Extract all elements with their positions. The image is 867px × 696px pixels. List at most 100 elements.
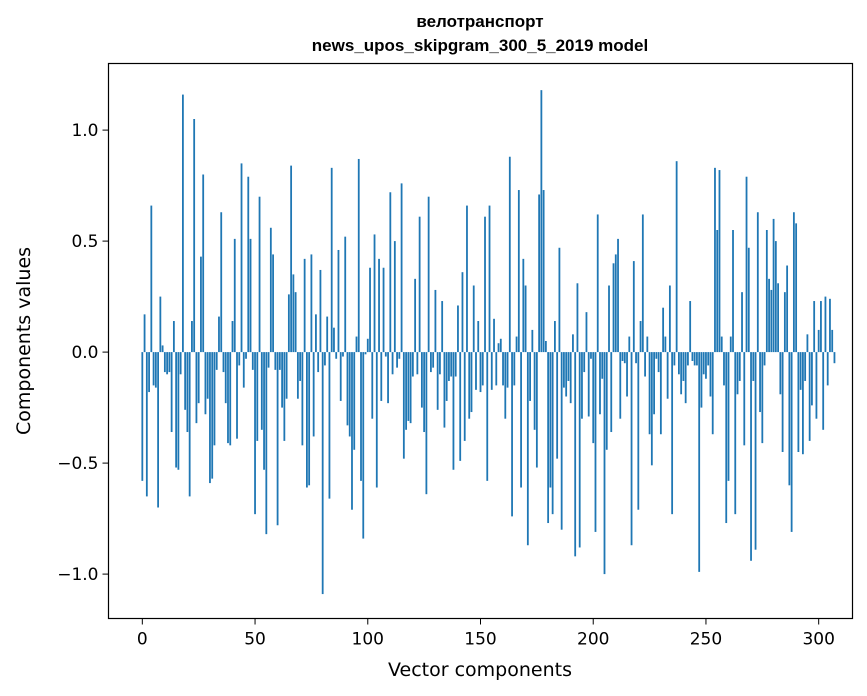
bar (319, 269, 322, 353)
bar (391, 352, 394, 375)
bar (734, 352, 737, 515)
bar (148, 352, 150, 393)
bar (468, 352, 471, 419)
bar (808, 352, 811, 441)
bar (236, 352, 238, 439)
bar (452, 352, 455, 470)
bar (479, 352, 482, 393)
bar (777, 283, 779, 353)
bar (209, 352, 211, 484)
bar (587, 352, 590, 417)
bar (826, 352, 829, 386)
bar (524, 285, 527, 353)
bar (653, 352, 655, 415)
bar (655, 352, 658, 359)
bar (547, 352, 550, 524)
bar (711, 352, 714, 435)
bar (393, 241, 396, 353)
bar (366, 338, 369, 353)
bar (720, 336, 723, 353)
bar (520, 352, 522, 488)
bar (538, 194, 541, 353)
bar (802, 352, 804, 455)
bar (488, 205, 491, 353)
bar (477, 321, 480, 353)
bar (238, 352, 241, 366)
bar (544, 341, 547, 353)
bar (610, 352, 613, 433)
bar (770, 289, 773, 353)
bar (240, 163, 243, 353)
bar (817, 329, 820, 353)
bar (626, 352, 628, 397)
x-tick-label: 100 (352, 630, 384, 650)
x-tick-label: 0 (137, 630, 148, 650)
y-tick-label: −0.5 (57, 454, 98, 474)
bar (301, 352, 304, 446)
bar (348, 352, 351, 437)
bar (497, 343, 500, 353)
bar (276, 352, 279, 526)
x-tick-label: 200 (577, 630, 609, 650)
bar (831, 329, 834, 353)
bar (621, 352, 624, 361)
bar (646, 336, 649, 353)
bar (736, 352, 739, 395)
bar (200, 256, 202, 353)
bar (402, 352, 405, 459)
bar (251, 352, 254, 370)
y-tick-label: 0.0 (71, 343, 98, 363)
bar (448, 352, 450, 381)
bar (644, 352, 646, 377)
bar (150, 205, 153, 353)
bar (811, 352, 813, 406)
bar (752, 352, 755, 381)
bar (682, 352, 685, 381)
bar (369, 267, 371, 353)
bar (716, 230, 719, 353)
bar (398, 352, 401, 359)
bar (360, 352, 362, 481)
bar (312, 352, 315, 437)
bar (159, 296, 162, 353)
bar (247, 176, 250, 353)
bar (799, 352, 802, 390)
bar (258, 196, 261, 353)
bar (481, 352, 484, 386)
bar (741, 292, 743, 353)
bar (233, 238, 236, 353)
bar (294, 292, 297, 353)
bar (781, 352, 784, 452)
bar (450, 352, 453, 377)
bar (614, 254, 617, 353)
bar (463, 352, 466, 441)
bar (813, 301, 816, 353)
bar (714, 167, 716, 353)
bar (303, 258, 306, 353)
bar (215, 352, 218, 370)
axis-ticks-group: 0 50 100 150 200 250 300 −1.0 −0.5 0.0 0.5 1.0 (57, 121, 835, 649)
bar (191, 321, 193, 353)
bar (680, 352, 683, 395)
bar (511, 352, 513, 517)
bar (738, 352, 741, 381)
bar (195, 352, 198, 424)
bar (285, 352, 288, 399)
bar (220, 212, 223, 353)
bar (344, 236, 347, 353)
bar (705, 352, 707, 379)
bar (806, 334, 809, 353)
bar (563, 352, 565, 388)
bar (281, 352, 283, 408)
bar (161, 345, 164, 353)
bar (675, 161, 678, 353)
bar (315, 314, 317, 353)
bar (328, 352, 331, 499)
bar (833, 352, 836, 364)
bar (628, 336, 631, 353)
bar (542, 190, 545, 353)
bar (168, 352, 171, 373)
x-tick-label: 50 (244, 630, 266, 650)
bar (684, 352, 687, 404)
bar (702, 352, 705, 375)
